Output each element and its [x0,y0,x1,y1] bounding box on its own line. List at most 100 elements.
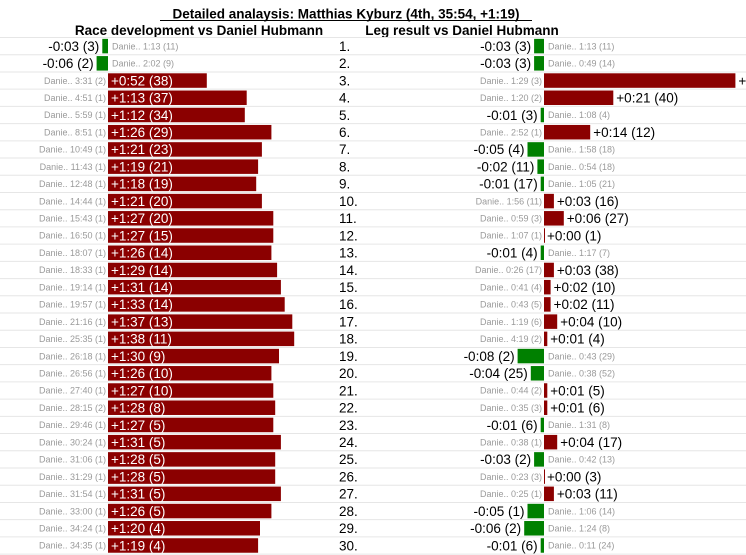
leg-value-label: +0:03 (38) [557,263,619,278]
leg-reference-label: Danie.. 1:31 (8) [548,420,610,430]
leg-value-label: +0:21 (40) [616,91,678,106]
leg-reference-label: Danie.. 0:54 (18) [548,162,615,172]
race-reference-label: Danie.. 31:06 (1) [39,455,106,465]
race-value-label: +1:29 (14) [111,263,173,278]
race-development-bar [108,503,272,519]
race-value-label: +1:27 (20) [111,211,173,226]
leg-reference-label: Danie.. 0:26 (17) [475,265,542,275]
leg-reference-label: Danie.. 1:56 (11) [476,196,542,206]
leg-reference-label: Danie.. 1:24 (8) [548,523,610,533]
leg-result-bar [544,486,554,502]
race-reference-label: Danie.. 2:02 (9) [112,59,174,69]
leg-index-label: 23. [339,418,358,433]
leg-value-label: -0:01 (6) [487,538,538,553]
leg-value-label: +0:02 (11) [554,297,615,312]
race-reference-label: Danie.. 30:24 (1) [39,437,106,447]
leg-result-bar [544,262,554,278]
leg-result-bar [537,159,544,174]
leg-result-bar [544,314,558,329]
race-reference-label: Danie.. 31:29 (1) [39,472,106,482]
race-development-bar [108,366,272,381]
left-panel: -0:03 (3) Danie.. 1:13 (11) -0:06 (2) Danie… [39,38,295,553]
race-reference-label: Danie.. 34:35 (1) [39,541,106,551]
leg-result-bar [544,279,551,295]
leg-index-label: 15. [339,280,358,295]
leg-value-label: +0:02 (10) [554,280,616,295]
race-reference-label: Danie.. 11:43 (1) [40,162,106,172]
leg-result-bar [540,107,544,123]
race-value-label: +1:26 (29) [111,125,173,140]
leg-result-bar [544,331,548,347]
leg-result-bar [544,90,614,106]
leg-result-bar [544,211,564,226]
leg-result-bar [527,503,544,519]
leg-value-label: +0:14 (12) [593,125,655,140]
race-reference-label: Danie.. 14:44 (1) [39,196,106,206]
race-reference-label: Danie.. 12:48 (1) [39,179,106,189]
race-reference-label: Danie.. 34:24 (1) [39,523,106,533]
leg-index-label: 5. [339,108,350,123]
leg-reference-label: Danie.. 1:29 (3) [480,76,542,86]
leg-result-bar [527,142,544,157]
leg-reference-label: Danie.. 1:08 (4) [548,110,610,120]
leg-value-label: +0:01 (6) [550,401,604,416]
leg-index-label: 27. [339,487,358,502]
race-reference-label: Danie.. 28:15 (2) [39,403,106,413]
leg-value-label: +0:58 (51) [738,73,746,88]
race-value-label: +1:31 (14) [111,280,173,295]
race-development-bar [108,73,207,88]
race-reference-label: Danie.. 26:56 (1) [39,368,106,378]
race-reference-label: Danie.. 1:13 (11) [112,41,178,51]
race-development-bar [108,521,260,536]
leg-result-bar [534,56,544,71]
race-reference-label: Danie.. 5:59 (1) [44,110,106,120]
left-panel-title: Race development vs Daniel Hubmann [75,23,323,38]
race-development-bar [108,434,281,450]
race-reference-label: Danie.. 29:46 (1) [39,420,106,430]
race-value-label: +0:52 (38) [111,73,173,88]
leg-value-label: +0:00 (1) [547,228,601,243]
race-value-label: +1:28 (5) [111,469,165,484]
leg-value-label: -0:06 (2) [470,521,521,536]
race-development-bar [102,38,108,54]
leg-reference-label: Danie.. 1:06 (14) [548,506,615,516]
leg-index-label: 29. [339,521,358,536]
race-development-bar [108,383,274,398]
race-value-label: +1:31 (5) [111,435,165,450]
leg-reference-label: Danie.. 0:41 (4) [480,282,542,292]
leg-result-bar [540,538,544,553]
race-development-bar [108,245,272,260]
leg-value-label: +0:03 (11) [557,487,618,502]
race-development-bar [108,417,274,433]
leg-reference-label: Danie.. 0:25 (1) [480,489,542,499]
race-development-bar [108,297,285,312]
leg-reference-label: Danie.. 1:05 (21) [548,179,615,189]
right-panel: -0:03 (3) Danie.. 1:13 (11) -0:03 (3) Danie… [464,38,746,553]
leg-value-label: -0:05 (4) [473,142,524,157]
race-value-label: +1:27 (10) [111,383,173,398]
leg-index-label: 30. [339,538,358,553]
leg-index-label: 3. [339,73,350,88]
race-development-bar [96,56,108,71]
leg-reference-label: Danie.. 4:19 (2) [480,334,542,344]
race-development-bar [108,486,281,502]
leg-reference-label: Danie.. 0:42 (13) [548,455,615,465]
race-value-label: +1:27 (5) [111,418,165,433]
leg-reference-label: Danie.. 0:59 (3) [480,214,542,224]
leg-result-bar [544,383,548,398]
leg-index-label: 22. [339,401,358,416]
leg-reference-label: Danie.. 0:43 (5) [480,300,542,310]
leg-index-label: 13. [339,246,358,261]
leg-value-label: +0:01 (5) [550,383,604,398]
leg-value-label: -0:03 (3) [480,39,531,54]
leg-result-bar [544,228,545,243]
leg-result-bar [544,469,545,484]
leg-index-label: 18. [339,332,358,347]
race-value-label: +1:26 (14) [111,246,173,261]
chart-title: Detailed analaysis: Matthias Kyburz (4th… [173,7,520,22]
race-value-label: +1:19 (21) [111,159,173,174]
leg-result-bar [544,73,736,88]
race-reference-label: Danie.. 10:49 (1) [39,145,106,155]
leg-index-label: 26. [339,469,358,484]
